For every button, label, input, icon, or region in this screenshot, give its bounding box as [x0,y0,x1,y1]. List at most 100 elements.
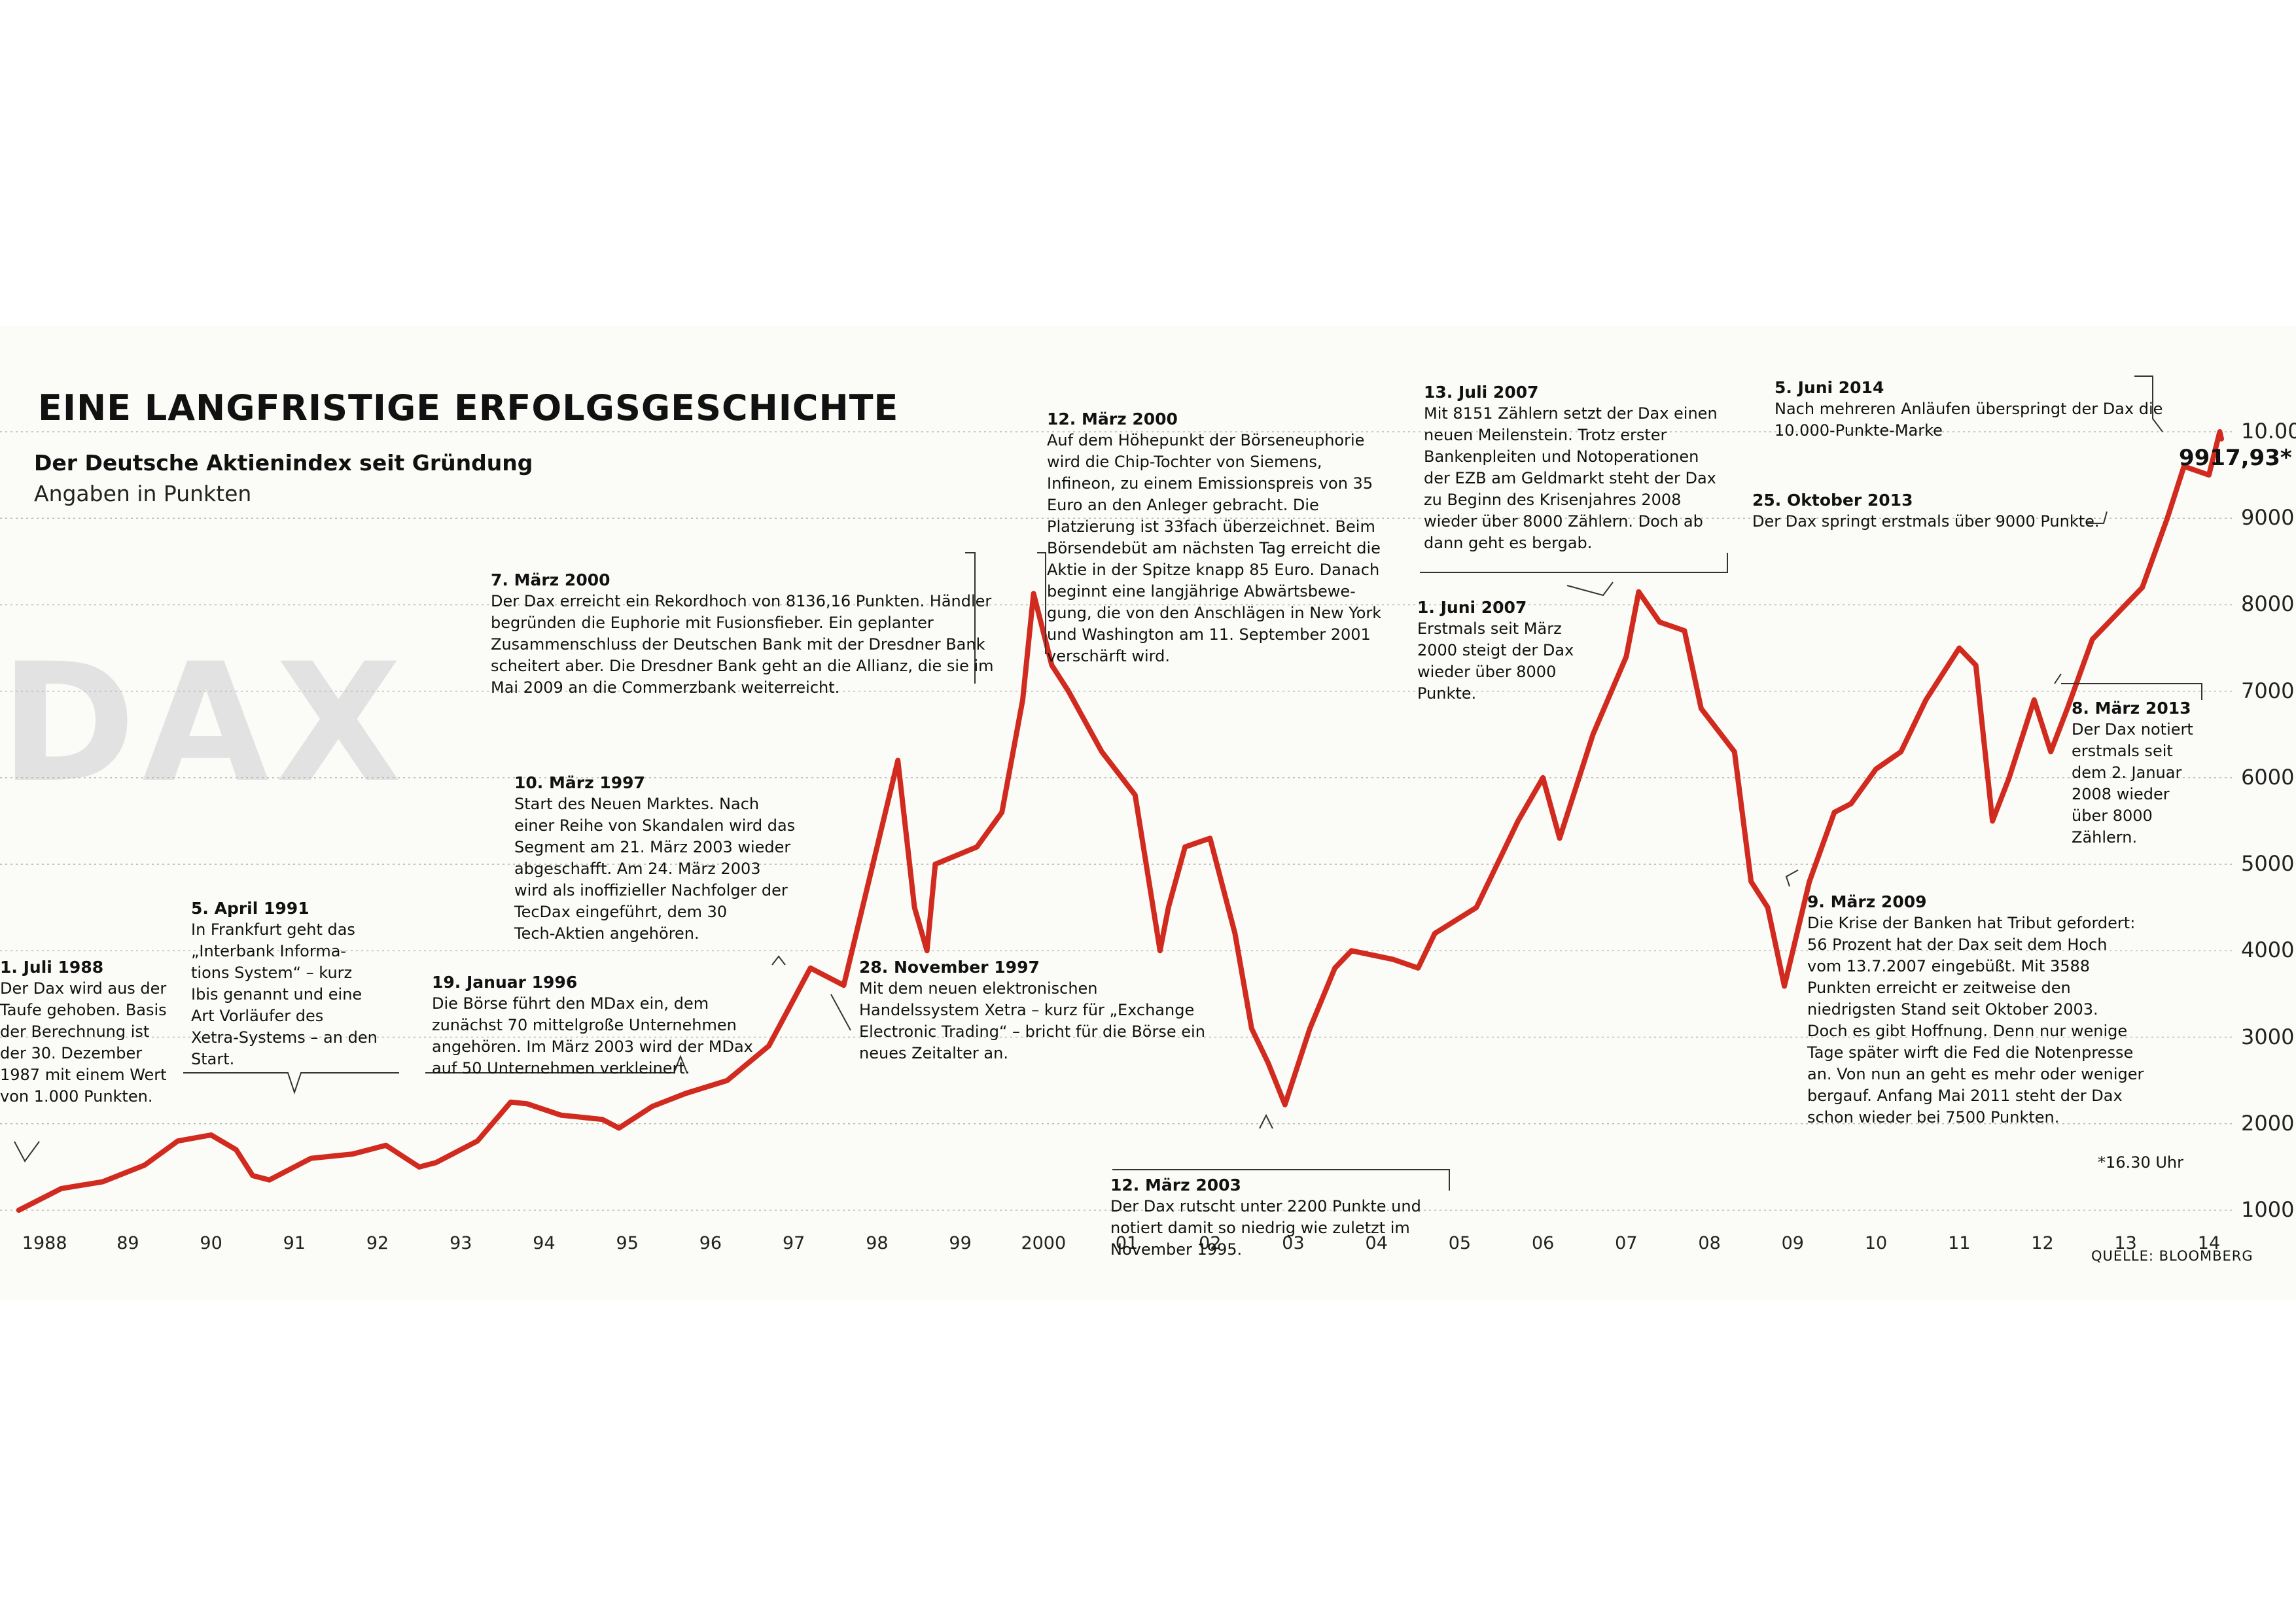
annotation-leader-line [830,994,851,1031]
annotation-text: Der Dax rutscht unter 2200 Punkte und no… [1110,1197,1421,1259]
annotation-date: 8. März 2013 [2072,699,2191,718]
annotation-2003: 12. März 2003 Der Dax rutscht unter 2200… [1110,1174,1421,1261]
annotation-leader-line [2087,511,2108,524]
x-tick-label: 10 [1864,1233,1888,1253]
annotation-date: 28. November 1997 [859,958,1040,977]
annotation-2007-juli: 13. Juli 2007 Mit 8151 Zählern setzt der… [1424,381,1718,554]
annotation-date: 5. Juni 2014 [1775,378,1884,397]
y-tick-label: 6000 [2241,764,2295,790]
annotation-date: 9. März 2009 [1807,892,1927,911]
annotation-2000-rekordhoch: 7. März 2000 Der Dax erreicht ein Rekord… [491,569,994,699]
annotation-2000-infineon: 12. März 2000 Auf dem Höhepunkt der Börs… [1047,408,1381,667]
annotation-leader-line [2054,673,2062,684]
x-tick-label: 93 [450,1233,472,1253]
x-tick-label: 90 [200,1233,222,1253]
annotation-text: Der Dax notiert erstmals seit dem 2. Jan… [2072,720,2193,846]
annotation-date: 12. März 2000 [1047,410,1178,428]
annotation-leader-line [1785,869,1799,887]
x-tick-label: 05 [1448,1233,1472,1253]
x-tick-label: 09 [1781,1233,1804,1253]
annotation-1991: 5. April 1991 In Frankfurt geht das „Int… [191,898,378,1070]
x-tick-label: 13 [2114,1233,2137,1253]
annotation-leader-line [1259,1113,1273,1129]
annotation-leader-line [2134,375,2163,432]
x-tick-label: 99 [949,1233,972,1253]
annotation-leader-line [183,1072,399,1095]
annotation-date: 1. Juni 2007 [1417,598,1527,617]
x-tick-label: 02 [1199,1233,1222,1253]
annotation-2014: 5. Juni 2014 Nach mehreren Anläufen über… [1775,377,2163,442]
annotation-text: Die Krise der Banken hat Tribut geforder… [1807,914,2144,1126]
source-label: QUELLE: BLOOMBERG [2091,1248,2253,1264]
annotation-date: 19. Januar 1996 [432,973,578,992]
x-tick-label: 1988 [22,1233,67,1253]
dax-series-line [16,429,2224,1213]
x-tick-label: 03 [1282,1233,1305,1253]
y-tick-label: 10.000 [2241,419,2296,444]
annotation-1996: 19. Januar 1996 Die Börse führt den MDax… [432,971,753,1079]
x-tick-label: 95 [616,1233,639,1253]
annotation-text: Die Börse führt den MDax ein, dem zunäch… [432,994,753,1077]
annotation-text: Der Dax erreicht ein Rekordhoch von 8136… [491,592,994,697]
annotation-leader-line [1420,553,1728,573]
annotation-date: 12. März 2003 [1110,1176,1241,1195]
chart-title: EINE LANGFRISTIGE ERFOLGSGESCHICHTE [38,387,899,428]
annotation-1997-xetra: 28. November 1997 Mit dem neuen elektron… [859,956,1205,1064]
annotation-text: Der Dax wird aus der Taufe gehoben. Basi… [0,979,167,1106]
dax-watermark: DAX [0,628,408,818]
annotation-text: Auf dem Höhepunkt der Börseneuphorie wir… [1047,431,1382,665]
x-tick-label: 06 [1531,1233,1555,1253]
annotation-2009: 9. März 2009 Die Krise der Banken hat Tr… [1807,891,2144,1128]
x-tick-label: 12 [2031,1233,2054,1253]
annotation-2007-juni: 1. Juni 2007 Erstmals seit März 2000 ste… [1417,597,1574,705]
annotation-leader-line [1566,582,1614,597]
y-tick-label: 8000 [2241,591,2295,617]
annotation-date: 25. Oktober 2013 [1752,491,1913,510]
x-tick-label: 11 [1948,1233,1971,1253]
x-tick-label: 08 [1698,1233,1721,1253]
annotation-text: Mit 8151 Zählern setzt der Dax einen neu… [1424,404,1718,552]
annotation-date: 10. März 1997 [514,773,645,792]
x-tick-label: 96 [699,1233,722,1253]
last-value-label: 9917,93* [2179,445,2292,471]
y-tick-label: 1000 [2241,1197,2295,1222]
annotation-leader-line [771,955,786,966]
x-tick-label: 89 [116,1233,139,1253]
y-tick-label: 9000 [2241,505,2295,531]
annotation-text: Der Dax springt erstmals über 9000 Punkt… [1752,512,2100,531]
y-tick-label: 7000 [2241,678,2295,703]
x-tick-label: 01 [1115,1233,1139,1253]
footnote: *16.30 Uhr [2098,1153,2183,1172]
x-tick-label: 97 [782,1233,805,1253]
series-line-layer [16,429,2224,1213]
x-tick-label: 14 [2197,1233,2221,1253]
y-tick-label: 5000 [2241,851,2295,877]
chart-panel [0,326,2296,1300]
annotation-1988: 1. Juli 1988 Der Dax wird aus der Taufe … [0,956,167,1108]
annotation-text: Nach mehreren Anläufen überspringt der D… [1775,400,2163,440]
annotation-text: Start des Neuen Marktes. Nach einer Reih… [514,795,796,943]
annotation-1997-neuer-markt: 10. März 1997 Start des Neuen Marktes. N… [514,772,795,945]
x-tick-label: 92 [366,1233,389,1253]
annotation-text: In Frankfurt geht das „Interbank Informa… [191,920,378,1068]
annotation-leader-line [2061,683,2202,700]
chart-unit-label: Angaben in Punkten [34,481,252,506]
annotation-leader-line [425,1055,688,1073]
annotation-leader-line [14,1141,40,1162]
annotation-leader-line [1037,552,1046,654]
annotation-2013-maerz: 8. März 2013 Der Dax notiert erstmals se… [2072,697,2193,848]
annotation-date: 7. März 2000 [491,570,610,589]
y-tick-label: 2000 [2241,1110,2295,1136]
annotation-date: 13. Juli 2007 [1424,383,1539,402]
annotation-leaders [14,375,2202,1191]
chart-subtitle: Der Deutsche Aktienindex seit Gründung [34,450,533,476]
annotation-2013-oktober: 25. Oktober 2013 Der Dax springt erstmal… [1752,489,2100,532]
annotation-leader-line [1112,1169,1450,1191]
x-tick-label: 94 [533,1233,556,1253]
gridlines [0,431,2234,1211]
x-tick-label: 91 [283,1233,306,1253]
annotation-date: 1. Juli 1988 [0,958,104,977]
annotation-date: 5. April 1991 [191,899,309,918]
